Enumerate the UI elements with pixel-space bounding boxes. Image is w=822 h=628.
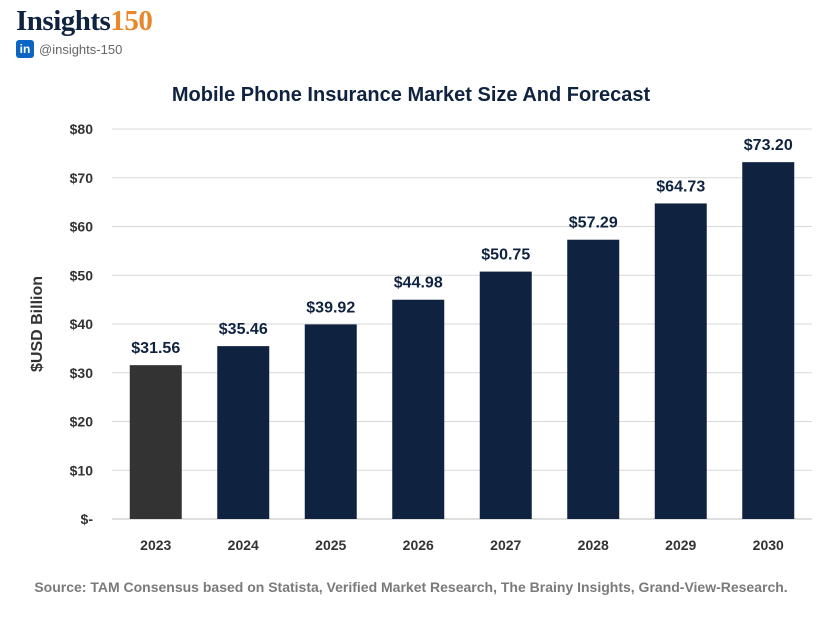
y-tick-label: $50 <box>70 267 94 283</box>
linkedin-icon: in <box>16 40 34 58</box>
bar-value-label: $50.75 <box>481 247 530 264</box>
insights150-logo: Insights150 <box>16 5 153 37</box>
linkedin-handle-row: in @insights-150 <box>16 40 152 58</box>
y-tick-label: $80 <box>70 121 94 137</box>
chart-title: Mobile Phone Insurance Market Size And F… <box>171 84 651 106</box>
y-axis-title: $USD Billion <box>29 276 46 372</box>
x-tick-label: 2025 <box>315 537 346 553</box>
bar-2029 <box>654 203 707 519</box>
linkedin-handle: @insights-150 <box>39 41 123 57</box>
y-tick-label: $30 <box>70 365 94 381</box>
bar-value-label: $31.56 <box>131 340 180 357</box>
y-tick-label: $20 <box>70 414 94 430</box>
bar-value-label: $73.20 <box>744 137 793 154</box>
bar-value-label: $64.73 <box>656 178 705 195</box>
bar-2024 <box>217 346 270 519</box>
bar-2027 <box>479 271 532 519</box>
x-tick-label: 2029 <box>665 537 696 553</box>
bar-value-label: $57.29 <box>569 215 618 232</box>
bar-2030 <box>742 162 795 519</box>
x-tick-label: 2028 <box>578 537 609 553</box>
bar-2028 <box>567 239 620 519</box>
x-tick-label: 2026 <box>403 537 434 553</box>
source-note: Source: TAM Consensus based on Statista,… <box>34 579 788 595</box>
y-tick-label: $60 <box>70 219 94 235</box>
x-tick-label: 2027 <box>490 537 521 553</box>
x-tick-label: 2024 <box>228 537 259 553</box>
bar-value-label: $35.46 <box>219 321 268 338</box>
y-tick-label: $10 <box>70 462 94 478</box>
bar-value-label: $44.98 <box>394 275 443 292</box>
x-tick-label: 2023 <box>140 537 171 553</box>
bar-value-label: $39.92 <box>306 299 355 316</box>
bar-2026 <box>392 299 445 519</box>
bar-2025 <box>304 324 357 519</box>
y-tick-label: $40 <box>70 316 94 332</box>
y-tick-label: $- <box>81 511 94 527</box>
x-tick-label: 2030 <box>753 537 784 553</box>
y-tick-label: $70 <box>70 170 94 186</box>
brand-header: Insights150 in @insights-150 <box>16 4 153 58</box>
bar-2023 <box>129 365 182 519</box>
